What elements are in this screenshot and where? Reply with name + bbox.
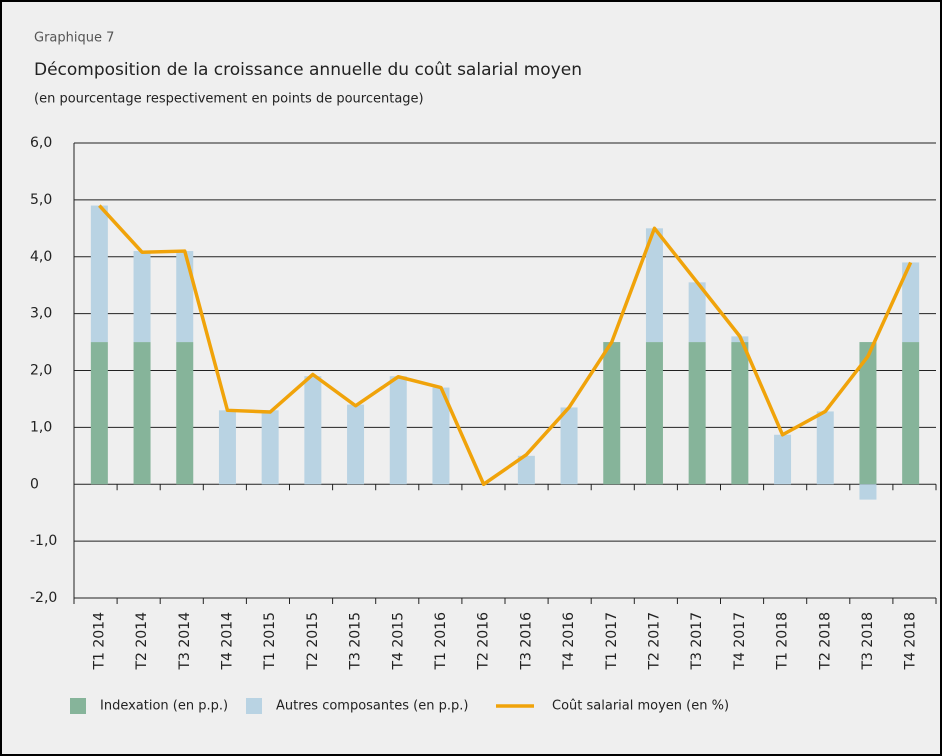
bar <box>560 407 578 485</box>
bar <box>347 404 365 485</box>
bar <box>176 251 194 343</box>
bar <box>731 342 749 485</box>
x-tick-label: T3 2016 <box>518 612 534 671</box>
x-tick-label: T4 2016 <box>561 612 577 671</box>
y-tick-label: -1,0 <box>30 533 57 549</box>
bar <box>176 342 194 485</box>
bar <box>90 205 108 343</box>
bar <box>90 342 108 485</box>
x-tick-label: T1 2014 <box>91 612 107 671</box>
x-tick-label: T3 2015 <box>348 612 364 671</box>
x-tick-label: T3 2017 <box>689 612 705 671</box>
legend-label: Indexation (en p.p.) <box>100 699 228 714</box>
bar <box>304 376 322 485</box>
x-tick-label: T4 2014 <box>219 612 235 671</box>
bar <box>218 410 236 485</box>
chart-label: Graphique 7 <box>34 31 114 46</box>
bar <box>688 342 706 485</box>
bar <box>133 342 151 485</box>
bar <box>133 251 151 343</box>
x-tick-label: T1 2018 <box>775 612 791 671</box>
bar <box>816 411 834 485</box>
x-tick-label: T1 2016 <box>433 612 449 671</box>
chart-title: Décomposition de la croissance annuelle … <box>34 60 582 80</box>
y-tick-label: 0 <box>30 476 39 492</box>
y-tick-label: 1,0 <box>30 419 52 435</box>
legend-label: Autres composantes (en p.p.) <box>276 699 468 714</box>
chart-subtitle: (en pourcentage respectivement en points… <box>34 92 424 107</box>
bar <box>645 228 663 343</box>
bar <box>603 342 621 485</box>
x-tick-label: T2 2016 <box>476 612 492 671</box>
x-tick-label: T2 2014 <box>134 612 150 671</box>
line <box>98 204 913 486</box>
x-tick-label: T4 2018 <box>903 612 919 671</box>
legend-label: Coût salarial moyen (en %) <box>552 699 729 714</box>
x-tick-label: T4 2015 <box>390 612 406 671</box>
bar <box>432 387 450 485</box>
y-tick-label: 2,0 <box>30 363 52 379</box>
x-tick-label: T1 2015 <box>262 612 278 671</box>
legend-swatch <box>70 698 86 714</box>
x-tick-label: T4 2017 <box>732 612 748 671</box>
bar <box>902 262 920 343</box>
x-tick-label: T2 2018 <box>817 612 833 671</box>
y-tick-label: 6,0 <box>30 135 52 151</box>
y-tick-label: 5,0 <box>30 192 52 208</box>
x-tick-label: T1 2017 <box>604 612 620 671</box>
bar <box>859 484 877 500</box>
y-tick-label: -2,0 <box>30 590 57 606</box>
bar <box>688 282 706 343</box>
bar <box>774 434 792 485</box>
bar <box>902 342 920 485</box>
y-tick-label: 3,0 <box>30 306 52 322</box>
legend-swatch <box>246 698 262 714</box>
x-tick-label: T3 2018 <box>860 612 876 671</box>
x-tick-label: T2 2015 <box>305 612 321 671</box>
bar <box>389 376 407 485</box>
bar <box>261 410 279 485</box>
bar <box>645 342 663 485</box>
y-tick-label: 4,0 <box>30 249 52 265</box>
bar <box>859 342 877 485</box>
bar <box>517 455 535 485</box>
x-tick-label: T3 2014 <box>177 612 193 671</box>
x-tick-label: T2 2017 <box>646 612 662 671</box>
